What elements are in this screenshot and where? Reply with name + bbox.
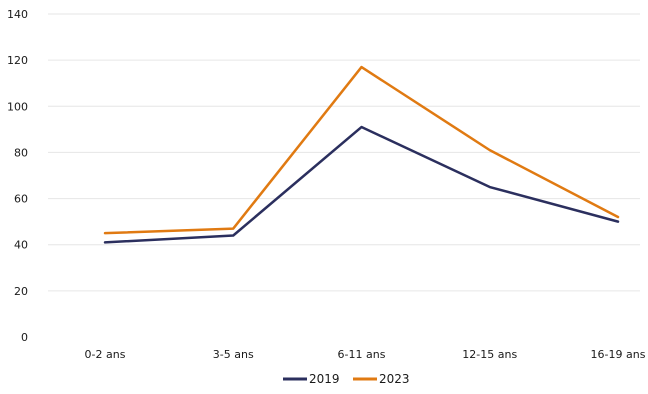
y-tick-label: 80 — [14, 146, 28, 159]
x-axis-ticks: 0-2 ans 3-5 ans 6-11 ans 12-15 ans 16-19 ans — [85, 348, 646, 361]
x-tick-label: 0-2 ans — [85, 348, 126, 361]
x-tick-label: 3-5 ans — [213, 348, 254, 361]
legend: 2019 2023 — [283, 372, 410, 386]
y-tick-label: 20 — [14, 285, 28, 298]
series-line-2023 — [103, 65, 620, 235]
y-tick-label: 140 — [7, 8, 28, 21]
series-line-2019 — [103, 125, 620, 244]
x-tick-label: 6-11 ans — [338, 348, 386, 361]
x-tick-label: 12-15 ans — [462, 348, 517, 361]
gridlines — [48, 13, 640, 292]
legend-label-2019: 2019 — [309, 372, 340, 386]
y-tick-label: 60 — [14, 193, 28, 206]
y-tick-label: 40 — [14, 239, 28, 252]
series-lines — [103, 65, 620, 244]
legend-label-2023: 2023 — [379, 372, 410, 386]
y-tick-label: 120 — [7, 54, 28, 67]
y-tick-label: 0 — [21, 331, 28, 344]
y-axis-ticks: 0 20 40 60 80 100 120 140 — [7, 8, 28, 344]
x-tick-label: 16-19 ans — [591, 348, 646, 361]
y-tick-label: 100 — [7, 100, 28, 113]
